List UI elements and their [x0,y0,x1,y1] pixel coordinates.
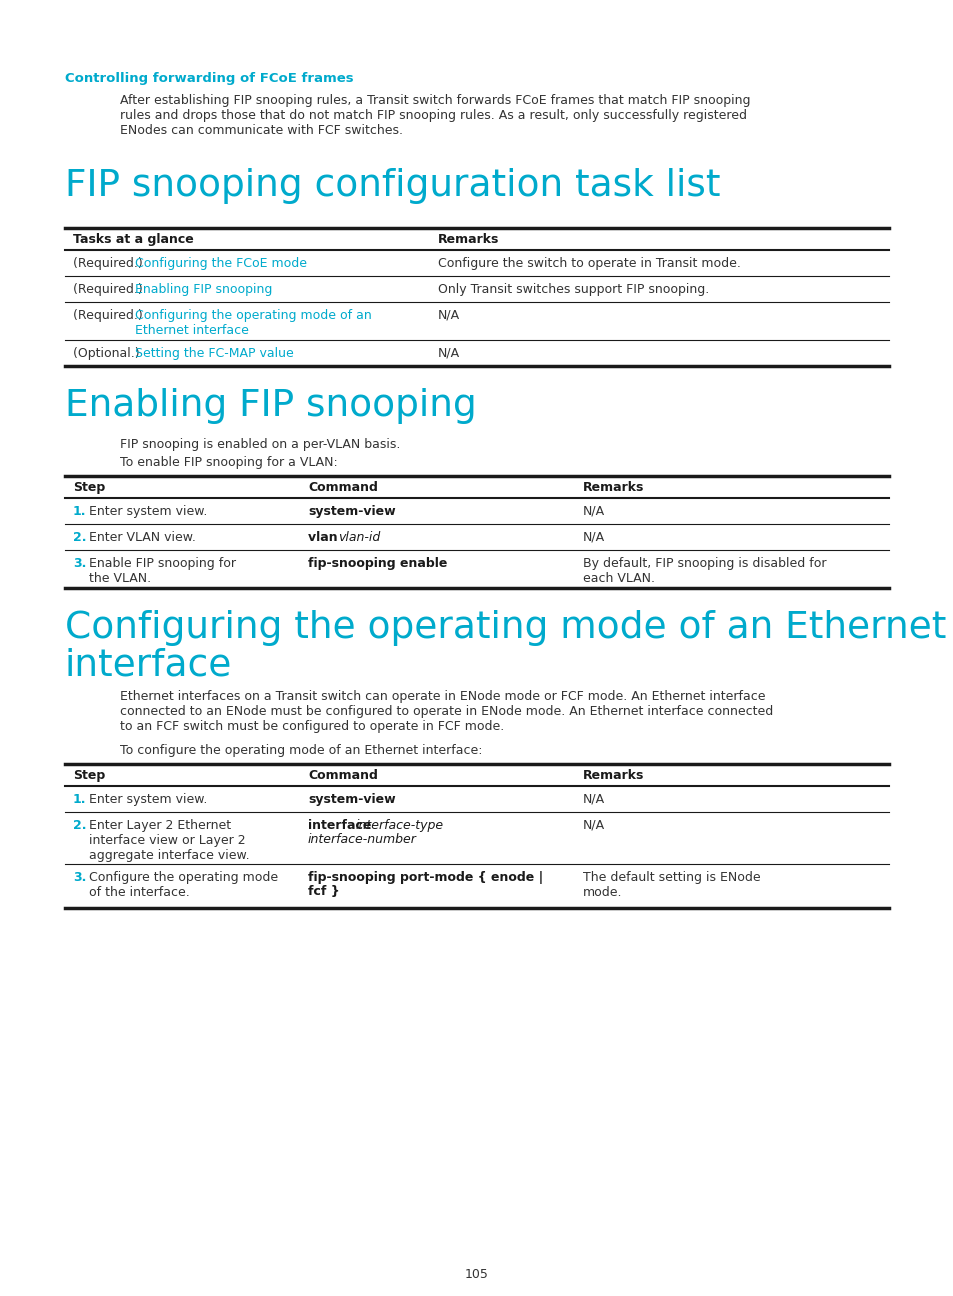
Text: Command: Command [308,481,377,494]
Text: Configuring the FCoE mode: Configuring the FCoE mode [135,257,307,270]
Text: Setting the FC-MAP value: Setting the FC-MAP value [135,347,294,360]
Text: Enabling FIP snooping: Enabling FIP snooping [65,388,476,424]
Text: system-view: system-view [308,505,395,518]
Text: Remarks: Remarks [437,233,498,246]
Text: N/A: N/A [582,793,604,806]
Text: Configure the operating mode
of the interface.: Configure the operating mode of the inte… [89,871,278,899]
Text: Step: Step [73,481,105,494]
Text: Enter system view.: Enter system view. [89,793,207,806]
Text: interface-number: interface-number [308,833,416,846]
Text: Enter system view.: Enter system view. [89,505,207,518]
Text: interface: interface [65,648,233,684]
Text: Enabling FIP snooping: Enabling FIP snooping [135,283,273,295]
Text: N/A: N/A [582,505,604,518]
Text: vlan-id: vlan-id [337,531,380,544]
Text: fcf }: fcf } [308,885,339,898]
Text: Command: Command [308,769,377,781]
Text: (Required.): (Required.) [73,308,147,321]
Text: 1.: 1. [73,793,87,806]
Text: vlan: vlan [308,531,341,544]
Text: Remarks: Remarks [582,481,643,494]
Text: Enter Layer 2 Ethernet
interface view or Layer 2
aggregate interface view.: Enter Layer 2 Ethernet interface view or… [89,819,250,862]
Text: fip-snooping port-mode { enode |: fip-snooping port-mode { enode | [308,871,542,884]
Text: Step: Step [73,769,105,781]
Text: By default, FIP snooping is disabled for
each VLAN.: By default, FIP snooping is disabled for… [582,557,825,584]
Text: Configuring the operating mode of an
Ethernet interface: Configuring the operating mode of an Eth… [135,308,372,337]
Text: 2.: 2. [73,531,87,544]
Text: 1.: 1. [73,505,87,518]
Text: Controlling forwarding of FCoE frames: Controlling forwarding of FCoE frames [65,73,354,86]
Text: FIP snooping is enabled on a per-VLAN basis.: FIP snooping is enabled on a per-VLAN ba… [120,438,400,451]
Text: FIP snooping configuration task list: FIP snooping configuration task list [65,168,720,203]
Text: Configure the switch to operate in Transit mode.: Configure the switch to operate in Trans… [437,257,740,270]
Text: interface-type: interface-type [355,819,444,832]
Text: (Required.): (Required.) [73,257,147,270]
Text: Tasks at a glance: Tasks at a glance [73,233,193,246]
Text: Remarks: Remarks [582,769,643,781]
Text: interface: interface [308,819,375,832]
Text: The default setting is ENode
mode.: The default setting is ENode mode. [582,871,760,899]
Text: To enable FIP snooping for a VLAN:: To enable FIP snooping for a VLAN: [120,456,337,469]
Text: N/A: N/A [437,347,459,360]
Text: N/A: N/A [437,308,459,321]
Text: After establishing FIP snooping rules, a Transit switch forwards FCoE frames tha: After establishing FIP snooping rules, a… [120,95,750,137]
Text: (Optional.): (Optional.) [73,347,144,360]
Text: N/A: N/A [582,819,604,832]
Text: N/A: N/A [582,531,604,544]
Text: (Required.): (Required.) [73,283,147,295]
Text: 3.: 3. [73,557,87,570]
Text: Configuring the operating mode of an Ethernet: Configuring the operating mode of an Eth… [65,610,945,645]
Text: 2.: 2. [73,819,87,832]
Text: fip-snooping enable: fip-snooping enable [308,557,447,570]
Text: Ethernet interfaces on a Transit switch can operate in ENode mode or FCF mode. A: Ethernet interfaces on a Transit switch … [120,689,773,734]
Text: 105: 105 [464,1267,489,1280]
Text: Only Transit switches support FIP snooping.: Only Transit switches support FIP snoopi… [437,283,708,295]
Text: system-view: system-view [308,793,395,806]
Text: To configure the operating mode of an Ethernet interface:: To configure the operating mode of an Et… [120,744,482,757]
Text: 3.: 3. [73,871,87,884]
Text: Enable FIP snooping for
the VLAN.: Enable FIP snooping for the VLAN. [89,557,235,584]
Text: Enter VLAN view.: Enter VLAN view. [89,531,195,544]
